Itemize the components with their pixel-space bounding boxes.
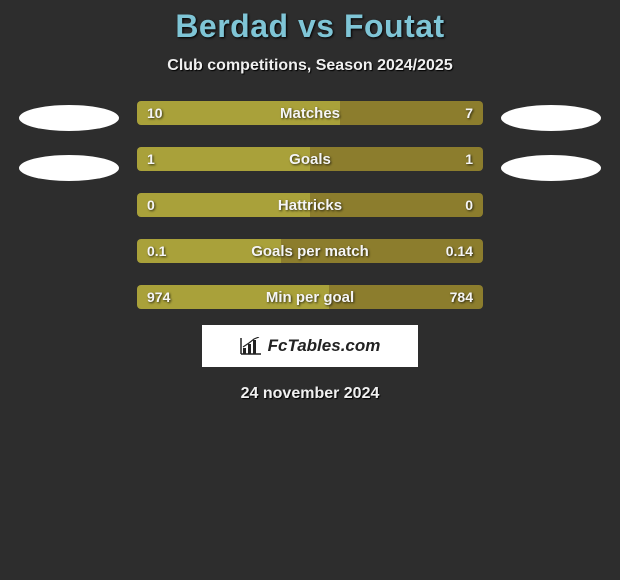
fctables-logo: FcTables.com bbox=[202, 325, 418, 367]
stat-value-left: 974 bbox=[147, 285, 170, 309]
player-ellipse-placeholder bbox=[501, 105, 601, 131]
bar-segment-left bbox=[137, 147, 310, 171]
logo-text: FcTables.com bbox=[268, 336, 381, 356]
stat-row: 11Goals bbox=[137, 147, 483, 171]
player-ellipse-placeholder bbox=[19, 105, 119, 131]
bar-segment-right bbox=[310, 193, 483, 217]
left-avatar-column bbox=[19, 101, 119, 181]
stat-value-right: 0 bbox=[465, 193, 473, 217]
date-text: 24 november 2024 bbox=[241, 385, 380, 403]
player-ellipse-placeholder bbox=[19, 155, 119, 181]
stat-row: 0.10.14Goals per match bbox=[137, 239, 483, 263]
player-ellipse-placeholder bbox=[501, 155, 601, 181]
stat-value-left: 1 bbox=[147, 147, 155, 171]
stat-value-left: 0.1 bbox=[147, 239, 166, 263]
bar-segment-right bbox=[310, 147, 483, 171]
stat-value-left: 10 bbox=[147, 101, 163, 125]
stat-value-right: 0.14 bbox=[446, 239, 473, 263]
bar-chart-icon bbox=[240, 337, 262, 355]
right-avatar-column bbox=[501, 101, 601, 181]
stats-area: 107Matches11Goals00Hattricks0.10.14Goals… bbox=[0, 101, 620, 309]
stat-row: 00Hattricks bbox=[137, 193, 483, 217]
infographic-root: Berdad vs Foutat Club competitions, Seas… bbox=[0, 0, 620, 403]
bar-segment-right bbox=[340, 101, 483, 125]
page-title: Berdad vs Foutat bbox=[175, 8, 444, 45]
stat-value-right: 1 bbox=[465, 147, 473, 171]
stat-bars-column: 107Matches11Goals00Hattricks0.10.14Goals… bbox=[137, 101, 483, 309]
stat-value-right: 784 bbox=[450, 285, 473, 309]
bar-segment-left bbox=[137, 101, 340, 125]
stat-row: 107Matches bbox=[137, 101, 483, 125]
bar-segment-left bbox=[137, 193, 310, 217]
stat-value-right: 7 bbox=[465, 101, 473, 125]
stat-row: 974784Min per goal bbox=[137, 285, 483, 309]
subtitle: Club competitions, Season 2024/2025 bbox=[167, 57, 452, 75]
stat-value-left: 0 bbox=[147, 193, 155, 217]
